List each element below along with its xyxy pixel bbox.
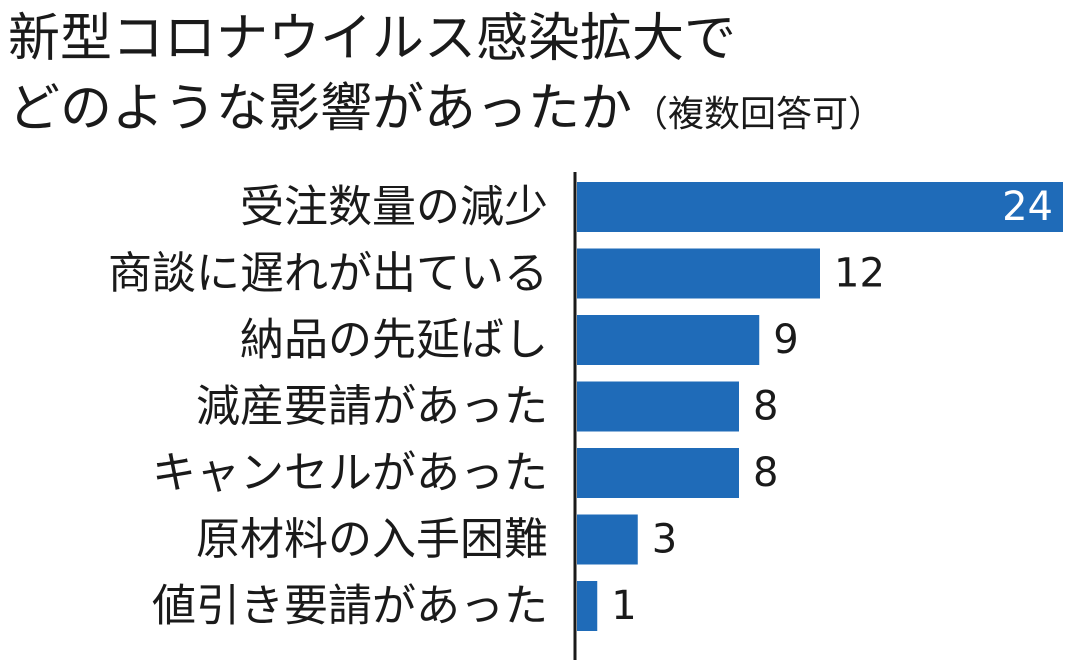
value-label: 24 xyxy=(1002,184,1053,230)
chart-title-line2: どのような影響があったか（複数回答可） xyxy=(8,74,1084,150)
category-label: 値引き要請があった xyxy=(152,581,548,632)
value-label: 8 xyxy=(753,384,778,430)
bar xyxy=(577,248,820,299)
bar xyxy=(577,182,1063,232)
chart-subtitle: （複数回答可） xyxy=(632,94,885,135)
category-label: 減産要請があった xyxy=(196,381,548,432)
bar xyxy=(577,581,598,631)
value-label: 12 xyxy=(834,251,885,297)
chart-title: 新型コロナウイルス感染拡大で どのような影響があったか（複数回答可） xyxy=(8,4,1084,150)
category-label: 原材料の入手困難 xyxy=(196,514,548,565)
value-label: 8 xyxy=(753,450,778,496)
value-label: 9 xyxy=(773,317,798,363)
category-label: 商談に遅れが出ている xyxy=(108,248,548,299)
value-label: 1 xyxy=(611,583,636,629)
chart-title-line1: 新型コロナウイルス感染拡大で xyxy=(8,9,737,69)
bar xyxy=(577,448,739,498)
category-label: 受注数量の減少 xyxy=(240,182,548,233)
bar xyxy=(577,381,739,432)
category-label: キャンセルがあった xyxy=(152,448,548,499)
bars-group: 受注数量の減少 24 商談に遅れが出ている 12 納品の先延ばし 9 減産要請があった 8 キャ… xyxy=(108,182,1063,632)
category-label: 納品の先延ばし xyxy=(240,315,548,366)
bar xyxy=(577,514,638,565)
chart-title-line2-text: どのような影響があったか xyxy=(8,79,633,139)
value-label: 3 xyxy=(652,517,677,563)
bar xyxy=(577,315,760,365)
